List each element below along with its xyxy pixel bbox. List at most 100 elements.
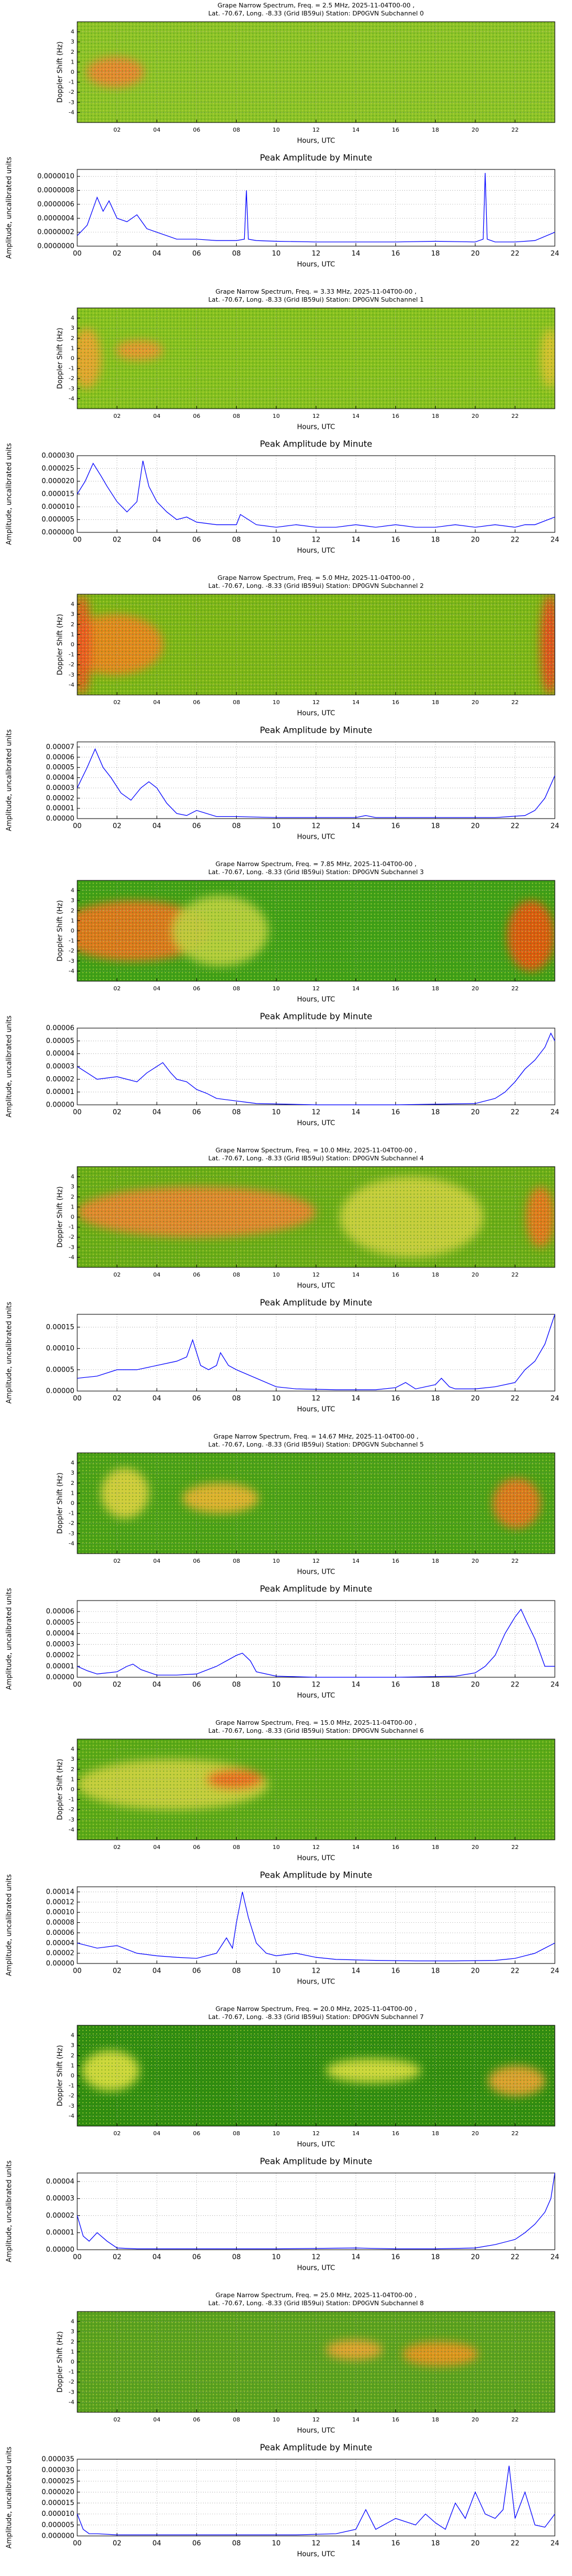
x-tick-label: 20	[471, 127, 479, 133]
x-tick-label: 16	[392, 700, 399, 706]
x-tick-label: 16	[391, 536, 400, 544]
y-tick-label: 0.00000	[46, 1101, 74, 1109]
x-axis-label: Hours, UTC	[297, 2264, 335, 2272]
y-tick-label: 0.00005	[46, 1365, 74, 1373]
x-tick-label: 06	[193, 413, 200, 420]
x-tick-label: 10	[273, 1272, 280, 1278]
plot-frame	[77, 741, 555, 819]
x-axis-label: Hours, UTC	[297, 1978, 335, 1986]
x-tick-label: 16	[392, 127, 399, 133]
x-tick-label: 10	[272, 2539, 280, 2547]
x-tick-label: 02	[113, 413, 121, 420]
x-tick-label: 18	[431, 2253, 440, 2261]
x-tick-label: 12	[312, 1558, 320, 1564]
y-tick-label: 0.000015	[42, 490, 74, 498]
y-tick-label: 0.00007	[46, 742, 74, 750]
x-tick-label: 22	[511, 2417, 519, 2423]
x-tick-label: 20	[471, 986, 479, 992]
x-tick-label: 16	[391, 1681, 400, 1689]
chart-title: Grape Narrow Spectrum, Freq. = 10.0 MHz,…	[216, 1147, 417, 1154]
x-tick-label: 00	[73, 1108, 81, 1116]
x-tick-label: 08	[233, 127, 240, 133]
x-tick-label: 20	[471, 2417, 479, 2423]
y-tick-label: -1	[69, 80, 74, 86]
x-tick-label: 10	[273, 2417, 280, 2423]
y-tick-label: 0.00005	[46, 1618, 74, 1626]
y-tick-label: -4	[69, 1540, 74, 1547]
y-tick-label: 0	[71, 1214, 74, 1220]
x-tick-label: 02	[113, 1272, 121, 1278]
y-tick-label: -4	[69, 2399, 74, 2405]
y-tick-label: 0.00001	[46, 1088, 74, 1096]
x-tick-label: 14	[351, 1967, 360, 1975]
x-tick-label: 06	[192, 536, 201, 544]
y-tick-label: -3	[69, 1244, 74, 1251]
y-tick-label: 4	[71, 315, 74, 322]
x-tick-label: 16	[392, 2417, 399, 2423]
y-tick-label: 3	[71, 2042, 74, 2049]
y-tick-label: -2	[69, 2379, 74, 2385]
x-tick-label: 02	[113, 536, 121, 544]
y-tick-label: -1	[69, 366, 74, 372]
x-tick-label: 16	[392, 413, 399, 420]
x-tick-label: 16	[392, 2131, 399, 2137]
chart-subtitle: Lat. -70.67, Long. -8.33 (Grid IB59ui) S…	[208, 1727, 424, 1735]
x-tick-label: 12	[312, 700, 320, 706]
x-tick-label: 22	[511, 700, 519, 706]
x-tick-label: 12	[312, 1681, 320, 1689]
x-tick-label: 02	[113, 250, 121, 258]
y-tick-label: 4	[71, 602, 74, 608]
x-tick-label: 12	[312, 1967, 320, 1975]
x-axis-label: Hours, UTC	[297, 2140, 335, 2148]
y-tick-label: 0.00006	[46, 1024, 74, 1032]
x-tick-label: 14	[352, 2131, 360, 2137]
y-axis-label: Doppler Shift (Hz)	[56, 1472, 64, 1534]
x-tick-label: 10	[272, 2253, 280, 2261]
y-tick-label: -4	[69, 1827, 74, 1833]
y-axis-label: Doppler Shift (Hz)	[56, 900, 64, 961]
x-tick-label: 04	[153, 700, 161, 706]
x-axis-label: Hours, UTC	[297, 995, 335, 1003]
y-tick-label: 0.00000	[46, 815, 74, 823]
x-tick-label: 06	[193, 700, 200, 706]
x-tick-label: 08	[233, 986, 240, 992]
x-tick-label: 06	[193, 127, 200, 133]
x-tick-label: 18	[432, 1844, 439, 1851]
x-tick-label: 12	[312, 2539, 320, 2547]
y-tick-label: 0.00001	[46, 2229, 74, 2237]
x-tick-label: 06	[192, 1108, 201, 1116]
y-tick-label: 0.000030	[42, 452, 74, 460]
x-axis-label: Hours, UTC	[297, 2427, 335, 2435]
x-tick-label: 08	[233, 2131, 240, 2137]
y-tick-label: 0.000000	[42, 2532, 74, 2540]
y-tick-label: -3	[69, 100, 74, 106]
chart-subtitle: Lat. -70.67, Long. -8.33 (Grid IB59ui) S…	[208, 582, 424, 590]
y-tick-label: -1	[69, 652, 74, 658]
x-tick-label: 06	[193, 1844, 200, 1851]
plot-frame	[77, 1739, 555, 1840]
y-tick-label: 0.000035	[42, 2455, 74, 2463]
y-tick-label: 3	[71, 1756, 74, 1763]
plot-background	[77, 2459, 555, 2536]
y-tick-label: 0.000030	[42, 2466, 74, 2474]
x-tick-label: 04	[153, 127, 161, 133]
x-tick-label: 10	[273, 700, 280, 706]
y-tick-label: 1	[71, 59, 74, 65]
chart-title: Peak Amplitude by Minute	[260, 439, 372, 449]
x-tick-label: 10	[272, 1108, 280, 1116]
x-tick-label: 22	[511, 1272, 519, 1278]
x-tick-label: 02	[113, 1967, 121, 1975]
x-tick-label: 24	[550, 1681, 559, 1689]
y-tick-label: 1	[71, 345, 74, 351]
x-tick-label: 18	[432, 700, 439, 706]
y-tick-label: 4	[71, 888, 74, 894]
x-tick-label: 00	[73, 1681, 81, 1689]
y-tick-label: 2	[71, 335, 74, 342]
plot-frame	[77, 1314, 555, 1392]
y-tick-label: 0.00003	[46, 2194, 74, 2202]
x-tick-label: 18	[432, 1272, 439, 1278]
y-tick-label: -2	[69, 89, 74, 96]
x-tick-label: 04	[153, 1844, 161, 1851]
y-tick-label: 0.00010	[46, 1908, 74, 1916]
chart-title: Peak Amplitude by Minute	[260, 1584, 372, 1594]
